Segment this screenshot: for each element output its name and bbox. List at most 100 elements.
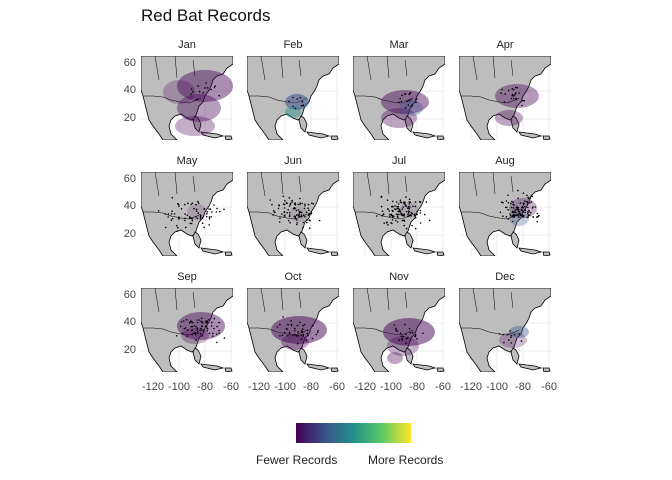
record-point [512,88,515,91]
record-point [405,342,407,344]
map-svg-jan [141,56,233,140]
record-point [191,202,194,204]
record-point [278,204,280,206]
record-point [287,323,289,326]
record-point [394,208,397,211]
record-point [301,202,304,205]
record-point [406,100,408,103]
record-point [498,333,501,335]
record-point [184,219,186,222]
x-tick-label: -60 [435,381,451,393]
record-point [422,332,424,334]
land-shape [353,56,445,140]
record-point [399,212,402,214]
record-point [288,332,291,335]
record-point [294,333,296,336]
record-point [198,319,201,321]
record-point [183,327,186,330]
record-point [400,201,403,204]
record-point [199,217,202,220]
record-point [301,328,304,330]
record-point [289,221,291,224]
record-point [521,214,524,217]
record-point [206,320,208,322]
record-point [279,335,281,337]
record-point [416,210,419,213]
record-point [206,213,208,215]
record-point [294,215,296,218]
record-point [404,323,406,326]
record-point [398,101,400,104]
record-point [189,222,191,225]
record-point [516,86,518,89]
record-point [307,207,309,209]
map-svg-feb [247,56,339,140]
record-point [197,200,199,203]
facet-label-aug: Aug [495,155,515,167]
record-point [518,333,521,335]
record-point [190,93,192,95]
record-point [281,213,283,215]
record-point [405,337,408,340]
record-point [210,325,213,327]
record-point [509,202,512,205]
record-point [519,202,522,204]
density-blob [271,316,327,344]
record-point [306,329,309,332]
record-point [283,211,286,213]
record-point [526,211,529,213]
record-point [534,206,537,208]
record-point [536,216,538,218]
density-blob [187,204,207,220]
record-point [299,203,301,206]
record-point [190,321,192,323]
record-point [311,337,314,340]
record-point [405,196,407,198]
record-point [196,332,199,334]
record-point [184,217,186,220]
record-point [218,94,220,97]
record-point [502,201,504,204]
record-point [173,213,176,215]
record-point [408,99,410,102]
record-point [191,217,194,220]
record-point [518,216,520,218]
record-point [213,317,216,320]
record-point [511,88,514,90]
record-point [157,210,160,212]
record-point [392,210,394,212]
record-point [405,227,408,230]
y-tick-label: 60 [123,173,136,185]
record-point [297,203,299,206]
record-point [306,219,308,221]
record-point [309,213,311,215]
land-shape [247,172,339,256]
record-point [408,198,411,201]
record-point [505,200,508,202]
record-point [398,210,400,213]
record-point [524,209,527,212]
x-tick-label: -100 [273,381,297,393]
record-point [404,201,406,204]
density-blob [163,80,195,104]
record-point [178,205,180,208]
record-point [503,101,506,103]
record-point [407,207,409,209]
map-panel-jan [141,56,233,140]
record-point [208,332,211,335]
record-point [302,226,304,229]
x-tick-label: -80 [197,381,213,393]
record-point [517,213,519,215]
record-point [187,202,189,204]
record-point [299,96,302,99]
record-point [391,219,394,221]
figure-title: Red Bat Records [141,6,271,25]
map-svg-nov [353,288,445,372]
record-point [185,318,188,321]
record-point [414,335,416,338]
map-svg-may [141,172,233,256]
record-point [308,227,311,229]
record-point [514,86,517,89]
record-point [298,211,301,214]
record-point [284,199,286,202]
